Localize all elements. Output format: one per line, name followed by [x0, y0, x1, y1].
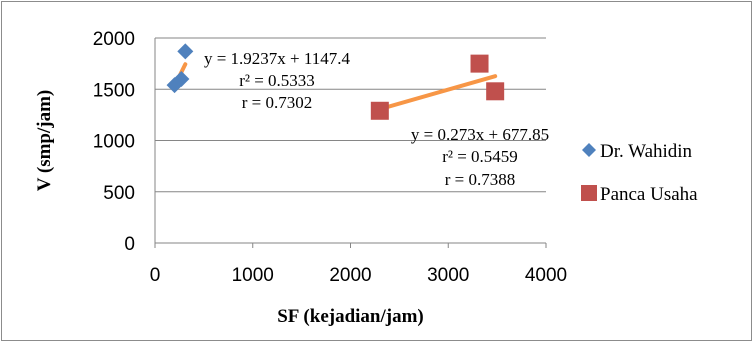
x-tick-label: 0 [150, 265, 161, 286]
legend-label: Panca Usaha [600, 184, 698, 205]
data-point-square [470, 54, 489, 73]
y-tick-label: 1500 [93, 80, 135, 101]
x-tick-label: 2000 [329, 265, 371, 286]
y-tick-label: 0 [124, 234, 135, 255]
x-tick-label: 4000 [525, 265, 567, 286]
x-tick-label: 1000 [232, 265, 274, 286]
x-axis-title: SF (kejadian/jam) [277, 306, 424, 327]
legend-marker-square [581, 185, 597, 201]
regression-annotation-2: r = 0.7388 [445, 170, 516, 189]
regression-annotation-2: r² = 0.5459 [442, 147, 518, 166]
data-point-diamond [173, 71, 190, 87]
data-point-diamond [177, 43, 194, 60]
data-point-square [370, 101, 389, 120]
y-tick-label: 1000 [93, 132, 135, 153]
x-tick-label: 3000 [427, 265, 469, 286]
y-tick-label: 2000 [93, 29, 135, 50]
regression-annotation-1: r² = 0.5333 [239, 71, 315, 90]
regression-annotation-1: r = 0.7302 [242, 93, 313, 112]
regression-annotation-1: y = 1.9237x + 1147.4 [204, 49, 351, 68]
y-axis-title: V (smp/jam) [34, 90, 55, 192]
regression-annotation-2: y = 0.273x + 677.85 [411, 125, 549, 144]
legend-marker-diamond [582, 143, 596, 157]
legend-label: Dr. Wahidin [600, 141, 693, 162]
trendline-2 [377, 74, 498, 112]
data-point-square [486, 82, 505, 101]
y-tick-label: 500 [103, 183, 135, 204]
